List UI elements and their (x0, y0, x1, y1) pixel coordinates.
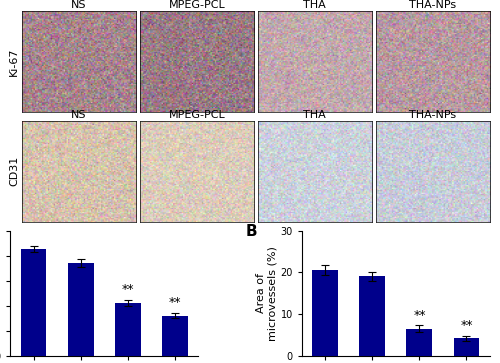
Bar (68, 263, 94, 356)
Y-axis label: Area of
microvessels (%): Area of microvessels (%) (256, 246, 278, 340)
Text: **: ** (122, 283, 134, 296)
Bar (406, 329, 432, 356)
Bar (20, 249, 46, 356)
Bar (454, 338, 479, 356)
Text: B: B (246, 224, 257, 239)
Text: **: ** (168, 297, 181, 309)
Text: **: ** (413, 309, 426, 322)
Text: Ki-67: Ki-67 (9, 47, 19, 76)
Title: THA: THA (304, 110, 326, 120)
Text: **: ** (460, 319, 472, 332)
Title: THA: THA (304, 0, 326, 10)
Title: THA-NPs: THA-NPs (410, 0, 457, 10)
Title: NS: NS (71, 0, 86, 10)
Title: MPEG-PCL: MPEG-PCL (168, 110, 225, 120)
Bar (360, 277, 386, 356)
Text: CD31: CD31 (9, 156, 19, 187)
Title: MPEG-PCL: MPEG-PCL (168, 0, 225, 10)
Title: THA-NPs: THA-NPs (410, 110, 457, 120)
Title: NS: NS (71, 110, 86, 120)
Bar (162, 316, 188, 356)
Bar (114, 303, 140, 356)
Bar (312, 270, 338, 356)
